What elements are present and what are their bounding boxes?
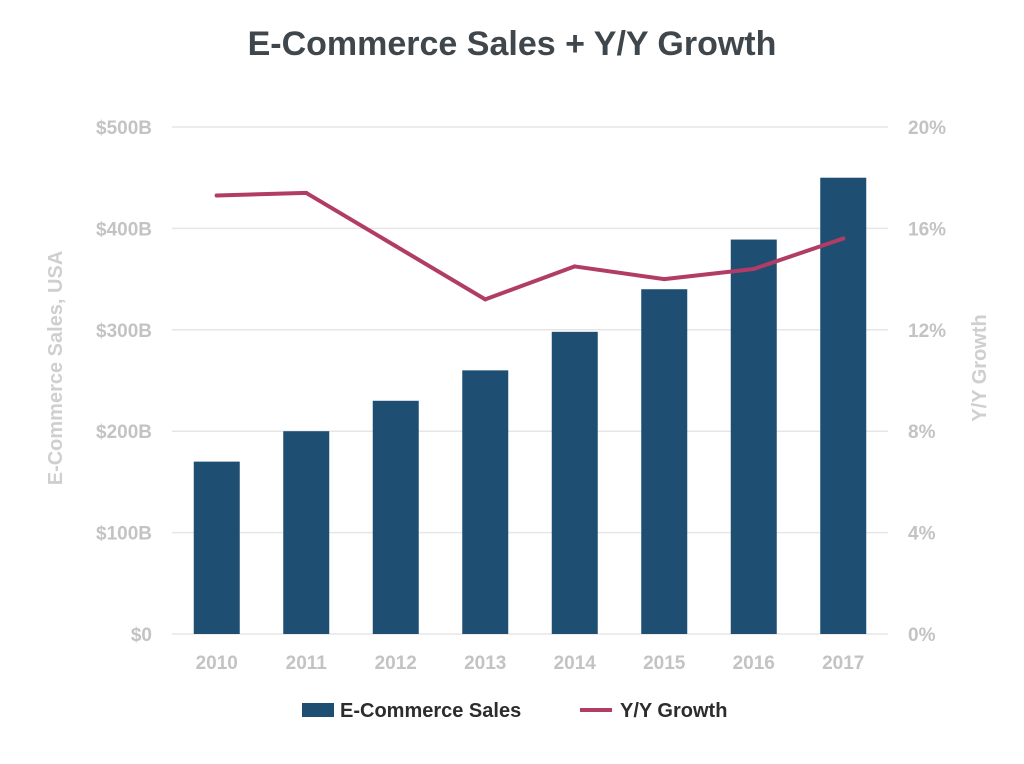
gridlines [172, 126, 888, 635]
bar [551, 331, 598, 634]
y-tick-label-right: 0% [908, 625, 936, 646]
line-point [393, 244, 398, 249]
y-tick-label-left: $200B [96, 422, 152, 443]
line-point [483, 297, 488, 302]
legend: E-Commerce Sales Y/Y Growth [302, 700, 727, 722]
x-tick-label: 2013 [464, 653, 506, 674]
y-axis-label-right: Y/Y Growth [969, 314, 991, 421]
bar [730, 239, 777, 634]
line-series [214, 190, 846, 302]
y-tick-label-left: $500B [96, 118, 152, 139]
x-tick-label: 2010 [196, 653, 238, 674]
legend-label-e-commerce-sales: E-Commerce Sales [340, 700, 521, 722]
bar [193, 461, 240, 634]
x-tick-label: 2011 [286, 653, 328, 674]
y-tick-label-left: $400B [96, 219, 152, 240]
y-tick-label-left: $300B [96, 321, 152, 342]
bar [372, 400, 419, 634]
y-tick-label-right: 16% [908, 219, 946, 240]
left-axis-ticks: $0 $100B $200B $300B $400B $500B [96, 118, 152, 646]
bar [462, 370, 509, 634]
growth-line [214, 190, 846, 302]
y-tick-label-right: 4% [908, 524, 936, 545]
y-tick-label-left: $0 [131, 625, 152, 646]
line-point [751, 266, 756, 271]
line-point [662, 277, 667, 282]
y-tick-label-right: 8% [908, 422, 936, 443]
bar [820, 177, 867, 634]
line-point [304, 190, 309, 195]
line-point [841, 236, 846, 241]
bar [283, 431, 330, 634]
right-axis-ticks: 0% 4% 8% 12% 16% 20% [908, 118, 946, 646]
x-tick-label: 2016 [733, 653, 775, 674]
x-tick-label: 2017 [822, 653, 864, 674]
x-tick-label: 2012 [375, 653, 417, 674]
legend-swatch-e-commerce-sales [302, 703, 334, 717]
x-axis-ticks: 2010 2011 2012 2013 2014 2015 2016 2017 [196, 653, 865, 674]
line-point [572, 264, 577, 269]
bar-series [193, 177, 867, 634]
legend-label-y-y-growth: Y/Y Growth [620, 700, 727, 722]
y-axis-label-left: E-Commerce Sales, USA [45, 251, 67, 486]
bar [641, 289, 688, 634]
y-tick-label-right: 12% [908, 321, 946, 342]
y-tick-label-left: $100B [96, 524, 152, 545]
x-tick-label: 2015 [643, 653, 686, 674]
x-tick-label: 2014 [554, 653, 597, 674]
line-point [214, 193, 219, 198]
chart-title: E-Commerce Sales + Y/Y Growth [248, 25, 777, 63]
y-tick-label-right: 20% [908, 118, 946, 139]
